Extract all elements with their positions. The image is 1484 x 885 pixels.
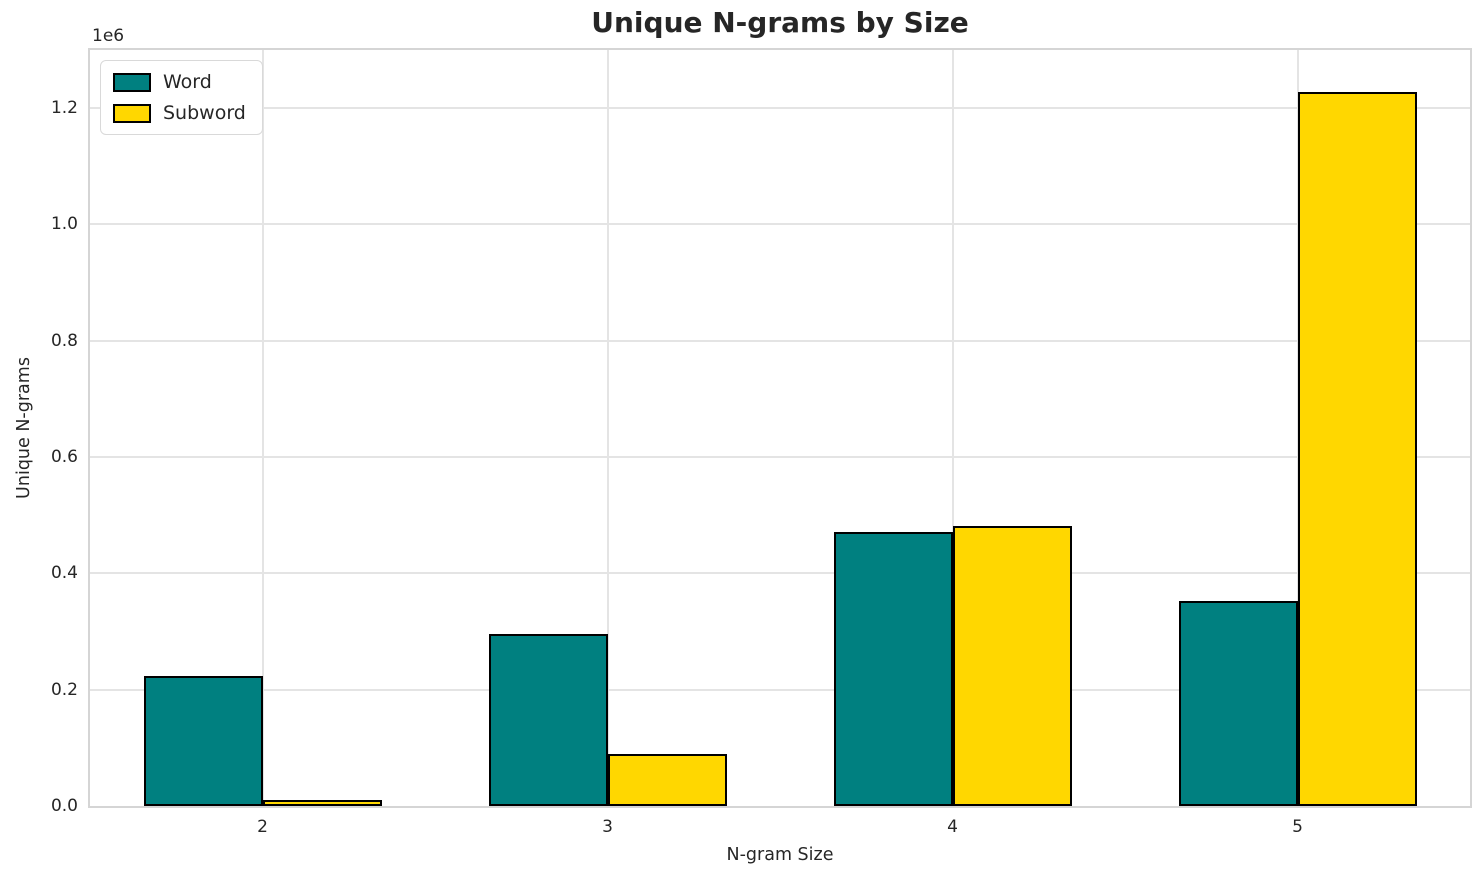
y-tick-label-0.4: 0.4 <box>50 563 78 584</box>
v-gridline-3 <box>606 50 609 806</box>
h-gridline-0.8 <box>90 339 1470 342</box>
word-legend-label: Word <box>163 71 212 93</box>
y-axis-label: Unique N-grams <box>14 357 34 499</box>
bar-subword-5 <box>1297 91 1417 806</box>
y-tick-label-0.2: 0.2 <box>50 679 78 700</box>
word-legend-swatch <box>113 72 151 92</box>
v-gridline-4 <box>951 50 954 806</box>
bar-word-5 <box>1178 601 1298 806</box>
bar-subword-3 <box>607 753 727 806</box>
y-tick-label-1.2: 1.2 <box>50 98 78 119</box>
subword-legend-label: Subword <box>163 102 246 124</box>
left-spine <box>88 48 90 808</box>
bar-word-3 <box>488 634 608 806</box>
x-tick-label-4: 4 <box>947 817 958 837</box>
subword-legend-swatch <box>113 103 151 123</box>
bar-word-2 <box>143 676 263 806</box>
y-axis-offset-text: 1e6 <box>92 26 125 46</box>
legend-row-subword: Subword <box>113 102 246 124</box>
top-spine <box>90 48 1470 50</box>
h-gridline-0.2 <box>90 688 1470 691</box>
x-tick-label-5: 5 <box>1292 817 1303 837</box>
y-tick-label-1.0: 1.0 <box>50 214 78 235</box>
y-tick-label-0.8: 0.8 <box>50 330 78 351</box>
plot-area: Word Subword <box>88 48 1472 808</box>
bar-subword-4 <box>952 525 1072 806</box>
chart-title: Unique N-grams by Size <box>591 6 969 39</box>
bottom-spine <box>90 806 1470 808</box>
legend-row-word: Word <box>113 71 246 93</box>
h-gridline-1.0 <box>90 223 1470 226</box>
x-tick-label-2: 2 <box>257 817 268 837</box>
y-tick-label-0.6: 0.6 <box>50 447 78 468</box>
h-gridline-0.4 <box>90 572 1470 575</box>
x-axis-label: N-gram Size <box>726 845 834 865</box>
h-gridline-0.6 <box>90 456 1470 459</box>
x-tick-label-3: 3 <box>602 817 613 837</box>
bar-word-4 <box>833 532 953 806</box>
legend: Word Subword <box>100 60 263 135</box>
y-tick-label-0.0: 0.0 <box>50 796 78 816</box>
h-gridline-1.2 <box>90 107 1470 110</box>
bar-subword-2 <box>262 800 382 806</box>
v-gridline-2 <box>261 50 264 806</box>
right-spine <box>1470 48 1472 808</box>
